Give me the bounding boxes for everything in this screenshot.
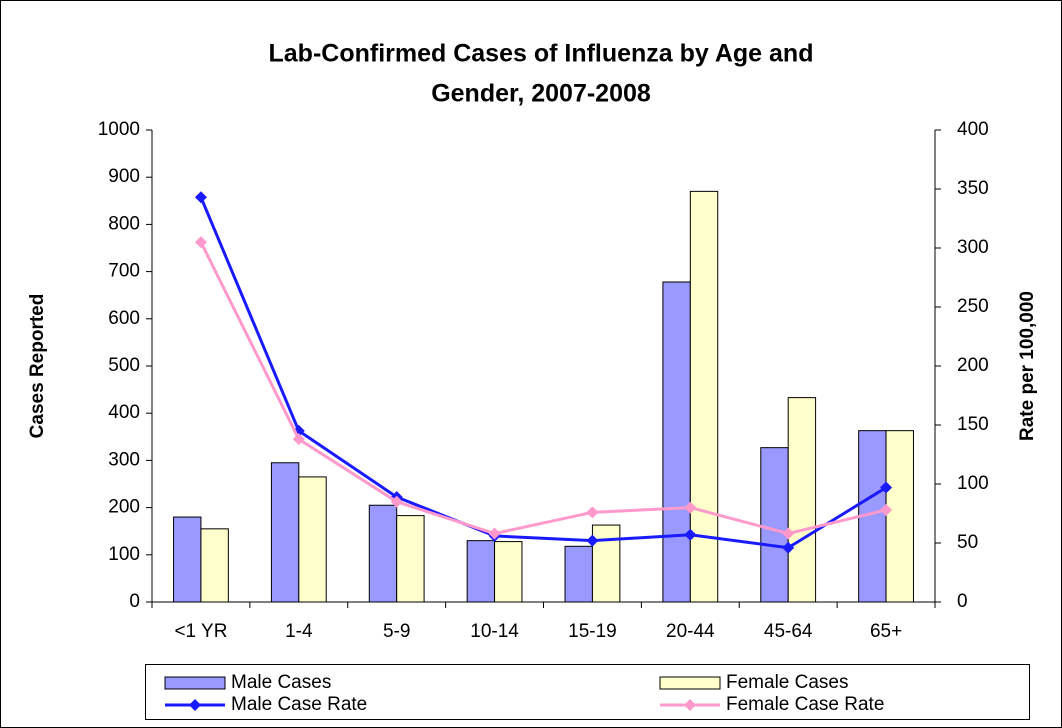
bar — [298, 476, 327, 603]
y-tick-label: 600 — [108, 308, 140, 329]
marker — [292, 433, 305, 446]
y2-tick-label: 200 — [957, 355, 989, 376]
bar — [396, 515, 425, 603]
marker — [390, 495, 403, 508]
y-tick-label: 800 — [108, 213, 140, 234]
x-tick-label: 1-4 — [285, 621, 313, 642]
bar — [689, 190, 719, 603]
marker — [782, 541, 795, 554]
bar — [270, 462, 300, 603]
y-tick-label: 400 — [108, 402, 140, 423]
legend-box — [145, 664, 1030, 720]
y-tick-label: 1000 — [98, 119, 140, 140]
legend-label: Male Cases — [231, 672, 331, 693]
y2-tick-label: 50 — [957, 532, 978, 553]
y2-tick-label: 300 — [957, 237, 989, 258]
y-tick-label: 700 — [108, 261, 140, 282]
marker — [586, 506, 599, 519]
marker — [880, 481, 893, 494]
bar — [200, 528, 229, 603]
marker — [194, 191, 207, 204]
legend-label: Female Case Rate — [726, 694, 884, 715]
y-tick-label: 200 — [108, 497, 140, 518]
x-tick-label: 20-44 — [666, 621, 715, 642]
y-tick-label: 100 — [108, 544, 140, 565]
legend-label: Male Case Rate — [231, 694, 367, 715]
marker — [488, 527, 501, 540]
legend-marker — [684, 699, 696, 711]
y2-axis-label: Rate per 100,000 — [1017, 291, 1038, 441]
y2-tick-label: 150 — [957, 414, 989, 435]
y2-tick-label: 250 — [957, 296, 989, 317]
bar — [591, 524, 621, 603]
bar — [662, 281, 691, 603]
bar — [494, 541, 523, 603]
y2-tick-label: 100 — [957, 473, 989, 494]
y-tick-label: 0 — [129, 591, 140, 612]
y2-tick-label: 350 — [957, 178, 989, 199]
bar — [787, 397, 817, 603]
chart-title: Gender, 2007-2008 — [431, 80, 651, 108]
x-tick-label: <1 YR — [174, 621, 227, 642]
chart-title: Lab-Confirmed Cases of Influenza by Age … — [269, 40, 814, 68]
bar — [466, 540, 496, 603]
x-tick-label: 10-14 — [470, 621, 519, 642]
marker — [880, 503, 893, 516]
bar — [564, 545, 593, 603]
y2-tick-label: 400 — [957, 119, 989, 140]
marker — [684, 501, 697, 514]
y-tick-label: 900 — [108, 166, 140, 187]
legend-swatch — [659, 676, 721, 690]
marker — [586, 534, 599, 547]
line — [199, 241, 887, 536]
marker — [684, 528, 697, 541]
x-tick-label: 5-9 — [383, 621, 410, 642]
marker — [194, 236, 207, 249]
bar — [885, 430, 914, 603]
y-axis-label: Cases Reported — [27, 294, 48, 439]
bar — [368, 504, 398, 603]
y2-tick-label: 0 — [957, 591, 968, 612]
x-tick-label: 65+ — [870, 621, 902, 642]
legend-swatch — [164, 676, 226, 690]
line — [199, 196, 887, 550]
marker — [782, 527, 795, 540]
y-tick-label: 300 — [108, 449, 140, 470]
x-tick-label: 15-19 — [568, 621, 617, 642]
legend-label: Female Cases — [726, 672, 849, 693]
x-tick-label: 45-64 — [764, 621, 813, 642]
bar — [173, 516, 202, 603]
bar — [760, 447, 789, 603]
y-tick-label: 500 — [108, 355, 140, 376]
legend-marker — [189, 699, 201, 711]
